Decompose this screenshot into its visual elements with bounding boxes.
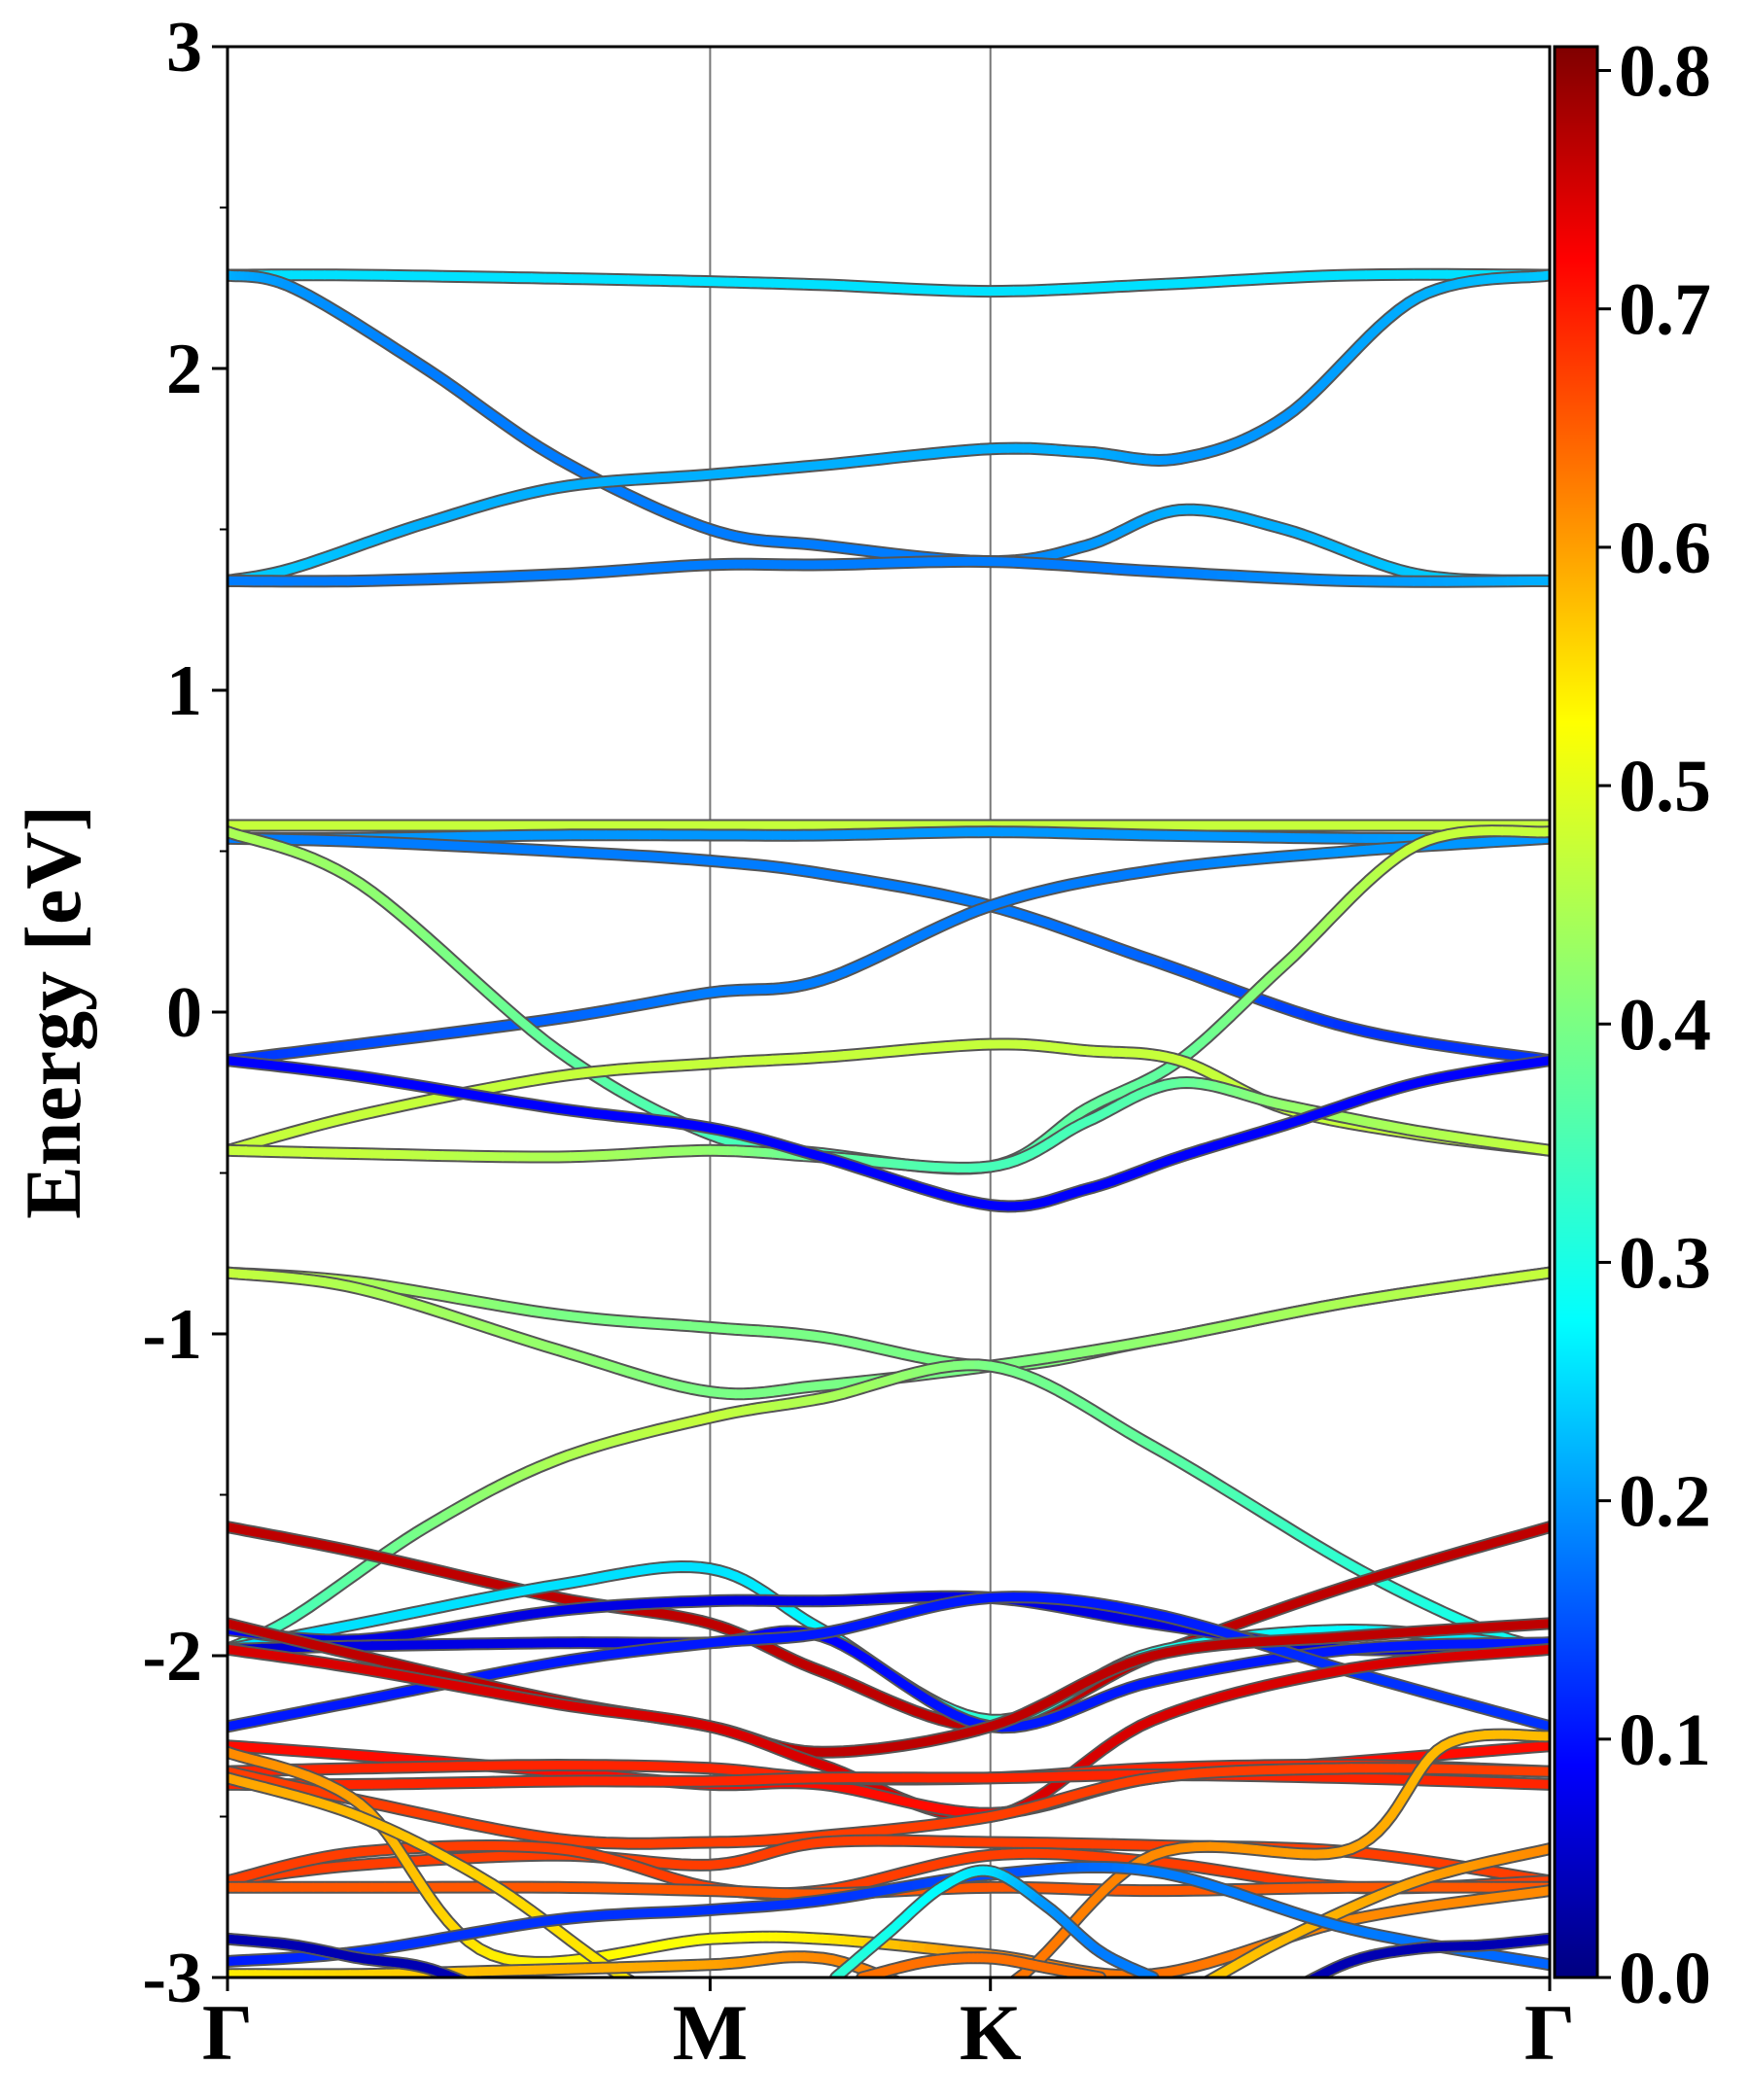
x-tick-label: K [960, 1988, 1022, 2077]
band-lines [228, 267, 1550, 1978]
band-13 [228, 1266, 1550, 1373]
band-12 [228, 1054, 1550, 1213]
colorbar-tick-label: 0.4 [1619, 984, 1711, 1066]
band-37 [856, 1951, 1107, 1978]
y-tick-label: 2 [166, 330, 202, 409]
colorbar-tick-label: 0.5 [1619, 746, 1711, 827]
y-axis: 3 2 1 0 -1 -2 -3 [142, 8, 228, 2018]
colorbar [1553, 45, 1599, 1979]
y-tick-label: 0 [166, 973, 202, 1053]
band-36 [829, 1864, 1160, 1978]
band-1 [228, 267, 1550, 298]
band-20 [228, 1591, 1550, 1733]
x-tick-label: Γ [202, 1988, 253, 2077]
colorbar-tick-label: 0.7 [1619, 269, 1711, 351]
band-25 [228, 1768, 1550, 1792]
band-7 [228, 831, 1550, 1068]
colorbar-axis: 0.0 0.1 0.2 0.3 0.4 0.5 0.6 0.7 0.8 [1597, 31, 1711, 2019]
band-4 [228, 554, 1550, 588]
y-axis-label: Energy [eV] [9, 805, 97, 1219]
colorbar-tick-label: 0.1 [1619, 1699, 1711, 1781]
band-6 [228, 825, 1550, 845]
y-tick-label: 1 [166, 651, 202, 731]
y-tick-label: -1 [142, 1295, 202, 1375]
band-2 [228, 268, 1550, 587]
band-26 [228, 1762, 1550, 1850]
colorbar-tick-label: 0.0 [1619, 1938, 1711, 2019]
x-tick-label: M [673, 1988, 748, 2077]
band-8 [228, 831, 1550, 1068]
kpoint-divider-lines [709, 47, 992, 1978]
colorbar-tick-label: 0.6 [1619, 508, 1711, 589]
y-tick-label: -3 [142, 1939, 202, 2018]
colorbar-tick-label: 0.2 [1619, 1461, 1711, 1543]
colorbar-tick-label: 0.8 [1619, 31, 1711, 113]
colorbar-tick-label: 0.3 [1619, 1222, 1711, 1304]
y-tick-label: -2 [142, 1617, 202, 1697]
band-3 [228, 268, 1550, 587]
band-35 [1302, 1932, 1550, 1978]
x-tick-label: Γ [1524, 1988, 1575, 2077]
y-tick-label: 3 [166, 8, 202, 88]
